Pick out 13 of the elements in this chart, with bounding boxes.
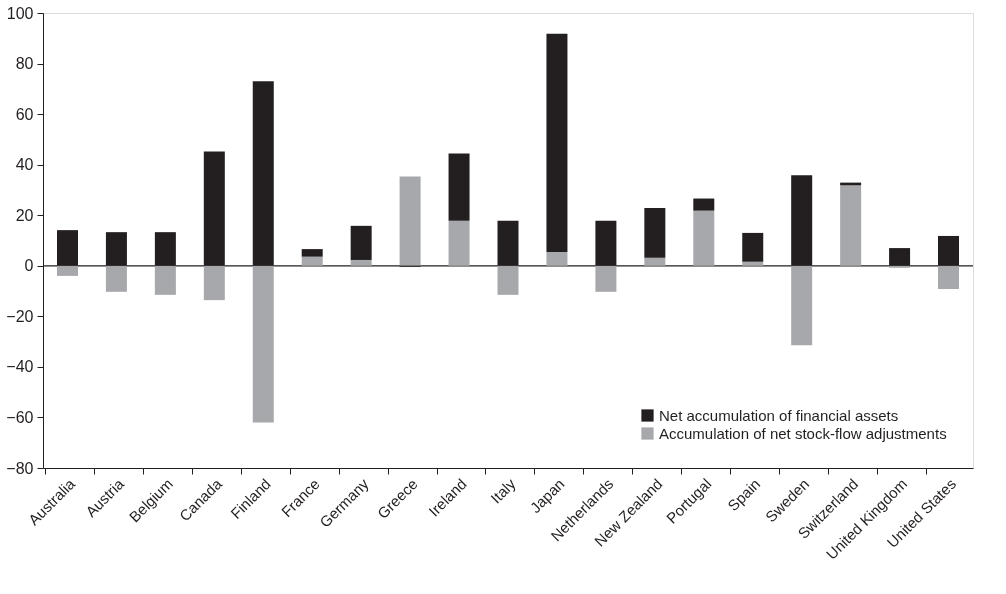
x-tick-label: Italy [487,474,519,507]
y-tick-label: 80 [15,55,34,73]
y-tick-label: −60 [6,408,34,426]
y-tick-label: 40 [15,156,34,174]
legend-label: Accumulation of net stock-flow adjustments [659,424,947,442]
y-tick-label: −20 [6,307,34,325]
y-tick-label: −40 [6,358,34,376]
y-tick-label: 60 [15,105,34,123]
y-tick-label: −80 [6,459,34,477]
y-tick-label: 0 [24,257,34,275]
legend-label: Net accumulation of financial assets [659,406,899,424]
y-tick-label: 100 [6,4,34,22]
y-tick-label: 20 [15,206,34,224]
